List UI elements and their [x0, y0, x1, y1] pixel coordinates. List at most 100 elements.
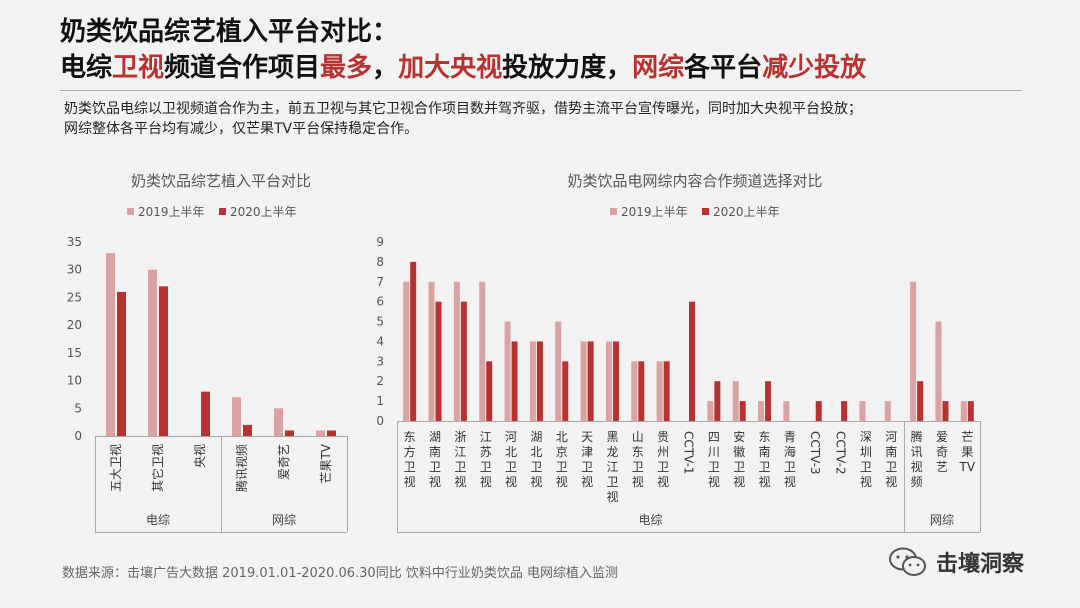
chart-1-legend-label-1: 2020上半年 — [713, 205, 780, 219]
chart-1-bar-0-13 — [732, 381, 739, 421]
chart-1-ytick-7: 7 — [376, 275, 384, 289]
chart-0-ytick-0: 0 — [74, 429, 82, 443]
chart-0-ytick-2: 10 — [67, 374, 82, 388]
chart-1-bar-1-8 — [612, 341, 619, 421]
chart-1-category-1: 湖南卫视 — [429, 429, 441, 489]
title-block: 奶类饮品综艺植入平台对比： 电综卫视频道合作项目最多，加大央视投放力度，网综各平… — [60, 14, 1040, 86]
chart-1-ytick-3: 3 — [376, 354, 384, 368]
subtitle-part-5: 加大央视 — [398, 53, 503, 83]
chart-1-bar-0-10 — [656, 361, 663, 421]
chart-1-bar-0-19 — [884, 401, 891, 421]
chart-0-ytick-5: 25 — [67, 290, 82, 304]
chart-1-category-17: CCTV-2 — [834, 431, 848, 475]
chart-1-category-13: 安徽卫视 — [733, 429, 745, 489]
chart-1-bar-0-3 — [479, 281, 486, 421]
chart-1-legend-label-0: 2019上半年 — [621, 205, 688, 219]
chart-0-ytick-1: 5 — [74, 401, 82, 415]
chart-1-category-18: 深圳卫视 — [860, 430, 872, 489]
subtitle-part-8: 各平台 — [684, 53, 763, 83]
chart-1-bar-1-2 — [460, 301, 467, 421]
chart-1-category-12: 四川卫视 — [708, 430, 720, 489]
chart-0-bar-1-1 — [159, 286, 168, 436]
chart-1-category-15: 青海卫视 — [784, 430, 796, 489]
chart-1-bar-0-9 — [631, 361, 638, 421]
chart-1-bar-1-6 — [562, 361, 569, 421]
chart-1-bar-0-7 — [580, 341, 587, 421]
chart-1-category-19: 河南卫视 — [885, 430, 897, 489]
chart-1-ytick-0: 0 — [376, 414, 384, 428]
chart-0-bar-0-5 — [316, 430, 325, 436]
chart-0-bar-1-3 — [243, 424, 252, 436]
chart-1-bar-0-22 — [960, 401, 967, 421]
chart-0-legend-label-1: 2020上半年 — [230, 205, 297, 219]
subtitle-part-3: 最多 — [320, 53, 373, 83]
chart-1-bar-1-11 — [689, 301, 695, 421]
chart-1-bar-1-12 — [714, 381, 721, 421]
chart-0-ytick-4: 20 — [67, 318, 82, 332]
chart-0-category-1: 其它卫视 — [150, 444, 165, 492]
chart-0-bar-0-4 — [274, 408, 283, 436]
chart-1-category-14: 东南卫视 — [759, 430, 771, 489]
chart-0-bar-0-1 — [148, 269, 157, 436]
subtitle-part-0: 电综 — [60, 53, 113, 83]
chart-0-category-4: 爱奇艺 — [277, 444, 291, 480]
chart-1-group-label-1: 网综 — [930, 513, 954, 527]
chart-1-ytick-6: 6 — [376, 295, 384, 309]
chart-0-group-label-1: 网综 — [272, 513, 296, 527]
subtitle-part-6: 投放力度， — [502, 53, 633, 83]
chart-1-bar-0-6 — [555, 321, 562, 421]
chart-0-ytick-6: 30 — [67, 263, 82, 277]
brand-name: 击壤洞察 — [936, 552, 1025, 577]
chart-1-category-6: 北京卫视 — [556, 430, 568, 489]
description: 奶类饮品电综以卫视频道合作为主，前五卫视与其它卫视合作项目数并驾齐驱，借势主流平… — [64, 99, 1024, 139]
chart-1-bar-1-4 — [511, 341, 518, 421]
chart-1-bar-1-1 — [435, 301, 442, 421]
chart-1-bar-1-10 — [663, 361, 670, 421]
chart-1-legend-swatch-0 — [610, 208, 617, 215]
chart-1-ytick-5: 5 — [376, 315, 384, 329]
chart-1-bar-0-12 — [707, 401, 714, 421]
chart-1-category-5: 湖北卫视 — [530, 429, 542, 489]
chart-0-bar-0-0 — [106, 253, 115, 436]
chart-1-bar-0-14 — [758, 401, 765, 421]
chart-1-bar-0-15 — [783, 401, 790, 421]
chart-1-bar-1-0 — [410, 261, 417, 421]
chart-1-legend-swatch-1 — [702, 208, 709, 215]
chart-0-legend-swatch-1 — [219, 208, 226, 215]
chart-1-category-20: 腾讯视频 — [911, 429, 923, 489]
chart-1-bar-0-2 — [453, 281, 460, 421]
chart-0-category-0: 五大卫视 — [108, 444, 123, 492]
chart-1-category-21: 爱奇艺 — [936, 430, 948, 474]
chart-1-ytick-2: 2 — [376, 374, 384, 388]
chart-1-category-9: 山东卫视 — [632, 430, 644, 489]
chart-1-bar-1-17 — [841, 401, 848, 421]
chart-1-category-11: CCTV-1 — [682, 431, 696, 475]
chart-1-bar-0-5 — [529, 341, 536, 421]
chart-1-bar-0-18 — [859, 401, 866, 421]
chart-1-bar-0-0 — [403, 281, 410, 421]
chart-1-bar-1-5 — [536, 341, 543, 421]
chart-1-category-2: 浙江卫视 — [454, 430, 466, 489]
description-line-1: 奶类饮品电综以卫视频道合作为主，前五卫视与其它卫视合作项目数并驾齐驱，借势主流平… — [64, 101, 862, 117]
chart-1-category-22: 芒果 TV — [959, 429, 976, 474]
chart-1-bar-0-1 — [428, 281, 435, 421]
chart-1-ytick-8: 8 — [376, 255, 384, 269]
brand: 击壤洞察 — [888, 546, 1024, 578]
chart-0-ytick-7: 35 — [67, 235, 82, 249]
chart-1-category-7: 天津卫视 — [581, 430, 593, 489]
chart-1-bar-0-8 — [605, 341, 612, 421]
chart-0-bar-1-4 — [285, 430, 294, 436]
chart-0-bar-0-3 — [232, 397, 241, 436]
subtitle-part-7: 网综 — [632, 53, 685, 83]
subtitle-part-9: 减少投放 — [762, 53, 867, 83]
subtitle-part-1: 卫视 — [112, 53, 165, 83]
chart-1-bar-0-4 — [504, 321, 511, 421]
source-note: 数据来源：击壤广告大数据 2019.01.01-2020.06.30同比 饮料中… — [62, 566, 618, 581]
chart-1-bar-1-21 — [942, 401, 949, 421]
chart-0-category-2: 央视 — [192, 444, 207, 468]
chart-1-group-label-0: 电综 — [638, 513, 662, 527]
chart-1-category-10: 贵州卫视 — [657, 430, 669, 489]
chart-1-bar-1-9 — [638, 361, 645, 421]
chart-1-bar-1-16 — [815, 401, 822, 421]
chart-0-bar-1-5 — [327, 430, 336, 436]
